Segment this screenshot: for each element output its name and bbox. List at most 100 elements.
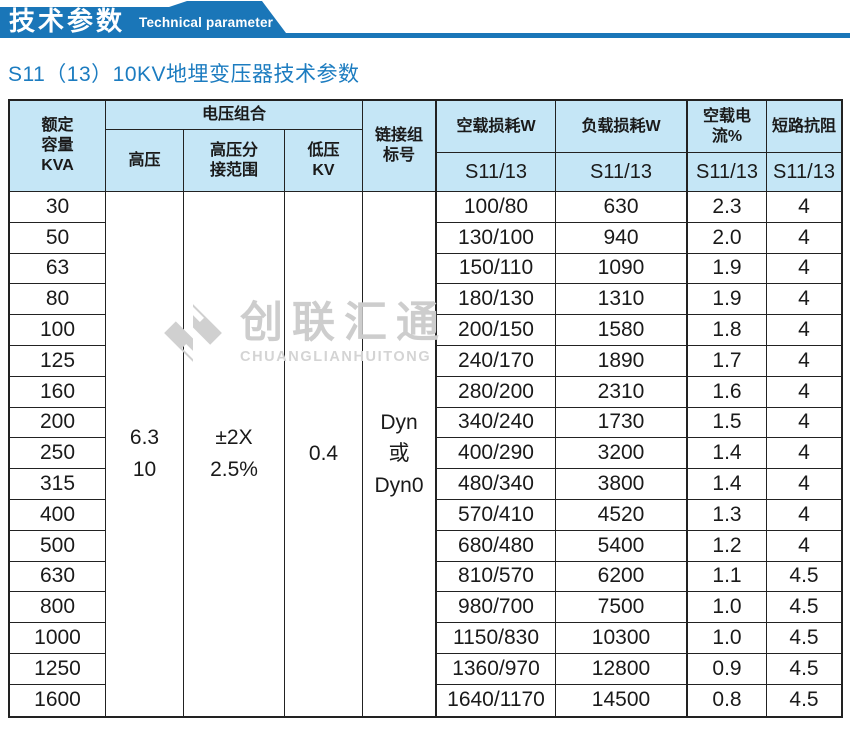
noload-loss-cell: 340/240 — [437, 407, 556, 439]
kva-cell: 200 — [10, 407, 106, 439]
lv-value-cell: 0.4 — [285, 192, 363, 716]
header-rated-capacity: 额定 容量 KVA — [10, 101, 106, 192]
load-loss-cell: 14500 — [556, 684, 688, 716]
header-voltage-combination: 电压组合 — [106, 101, 363, 130]
noload-loss-cell: 1360/970 — [437, 653, 556, 685]
banner-subtitle: Technical parameter — [139, 15, 274, 30]
header-lv: 低压 KV — [285, 130, 363, 192]
load-loss-cell: 6200 — [556, 561, 688, 593]
title-banner: 技术参数 Technical parameter — [0, 1, 850, 38]
noload-current-cell: 1.4 — [688, 438, 767, 470]
kva-cell: 80 — [10, 284, 106, 316]
noload-current-cell: 1.9 — [688, 284, 767, 316]
noload-current-cell: 1.6 — [688, 376, 767, 408]
impedance-cell: 4.5 — [767, 623, 841, 654]
header-load-loss: 负载损耗W — [556, 101, 688, 153]
kva-cell: 500 — [10, 530, 106, 562]
load-loss-cell: 2310 — [556, 376, 688, 408]
impedance-cell: 4.5 — [789, 688, 819, 712]
model-cell: S11/13 — [437, 153, 556, 192]
impedance-cell: 4 — [767, 531, 841, 562]
spec-table: 额定 容量 KVA 电压组合 高压 高压分 接范围 低压 KV 链接组 标号 空… — [8, 99, 843, 718]
kva-cell: 63 — [10, 253, 106, 285]
noload-current-cell: 0.8 — [688, 684, 767, 716]
impedance-cell: 4 — [767, 469, 841, 500]
load-loss-cell: 940 — [556, 222, 688, 254]
impedance-cell: 4 — [767, 315, 841, 346]
noload-current-cell: 1.9 — [688, 253, 767, 285]
load-loss-cell: 3800 — [556, 469, 688, 500]
kva-cell: 250 — [10, 438, 106, 470]
kva-cell: 30 — [10, 192, 106, 223]
kva-cell: 315 — [10, 469, 106, 500]
model-cell: S11/13 — [556, 153, 688, 192]
noload-current-cell: 2.3 — [688, 192, 767, 223]
kva-cell: 800 — [10, 592, 106, 624]
impedance-cell: 4.5 — [767, 562, 841, 593]
impedance-cell: 4 — [767, 284, 841, 316]
banner-title: 技术参数 — [9, 6, 126, 36]
noload-current-cell: 0.9 — [688, 653, 767, 685]
kva-cell: 1600 — [10, 684, 106, 716]
noload-loss-cell: 400/290 — [437, 438, 556, 470]
impedance-cell: 4.5 — [767, 654, 841, 685]
kva-cell: 160 — [10, 376, 106, 408]
load-loss-cell: 5400 — [556, 530, 688, 562]
impedance-cell: 4 — [767, 223, 841, 254]
impedance-cell: 4.5 — [767, 592, 841, 624]
page-heading: S11（13）10KV地埋变压器技术参数 — [8, 63, 360, 86]
noload-loss-cell: 130/100 — [437, 222, 556, 254]
noload-loss-cell: 280/200 — [437, 376, 556, 408]
noload-loss-cell: 1150/830 — [437, 623, 556, 654]
noload-current-cell: 1.8 — [688, 315, 767, 346]
impedance-cell: 4 — [767, 438, 841, 470]
noload-loss-cell: 980/700 — [437, 592, 556, 624]
hv-value-cell: 6.3 10 — [106, 192, 184, 716]
noload-current-cell: 1.7 — [688, 345, 767, 377]
noload-loss-cell: 570/410 — [437, 499, 556, 531]
impedance-cell: 4 — [767, 377, 841, 408]
noload-loss-cell: 180/130 — [437, 284, 556, 316]
noload-current-cell: 1.3 — [688, 499, 767, 531]
kva-cell: 50 — [10, 222, 106, 254]
noload-current-cell: 1.5 — [688, 407, 767, 439]
noload-loss-cell: 200/150 — [437, 315, 556, 346]
noload-current-cell: 1.1 — [688, 561, 767, 593]
load-loss-cell: 1730 — [556, 407, 688, 439]
load-loss-cell: 7500 — [556, 592, 688, 624]
kva-cell: 1000 — [10, 623, 106, 654]
noload-loss-cell: 240/170 — [437, 345, 556, 377]
kva-cell: 400 — [10, 499, 106, 531]
noload-loss-cell: 480/340 — [437, 469, 556, 500]
load-loss-cell: 1580 — [556, 315, 688, 346]
load-loss-cell: 12800 — [556, 653, 688, 685]
noload-loss-cell: 150/110 — [437, 253, 556, 285]
model-cell: S11/13 — [688, 153, 767, 192]
link-group-value-cell: Dyn 或 Dyn0 — [363, 192, 437, 716]
load-loss-cell: 10300 — [556, 623, 688, 654]
load-loss-cell: 1890 — [556, 345, 688, 377]
impedance-cell: 4 — [767, 500, 841, 531]
impedance-cell: 4 — [767, 346, 841, 377]
impedance-cell: 4 — [767, 408, 841, 439]
load-loss-cell: 1090 — [556, 253, 688, 285]
hv-tap-range-value-cell: ±2X 2.5% — [184, 192, 285, 716]
load-loss-cell: 1310 — [556, 284, 688, 316]
header-hv: 高压 — [106, 130, 184, 192]
header-noload-current: 空载电流% — [688, 101, 767, 153]
kva-cell: 630 — [10, 561, 106, 593]
noload-current-cell: 2.0 — [688, 222, 767, 254]
header-impedance: 短路抗阻 — [767, 101, 841, 153]
header-hv-tap-range: 高压分 接范围 — [184, 130, 285, 192]
noload-current-cell: 1.0 — [688, 592, 767, 624]
noload-loss-cell: 100/80 — [437, 192, 556, 223]
kva-cell: 1250 — [10, 653, 106, 685]
noload-loss-cell: 810/570 — [437, 561, 556, 593]
kva-cell: 125 — [10, 345, 106, 377]
load-loss-cell: 3200 — [556, 438, 688, 470]
noload-loss-cell: 680/480 — [437, 530, 556, 562]
noload-loss-cell: 1640/1170 — [437, 684, 556, 716]
load-loss-cell: 4520 — [556, 499, 688, 531]
load-loss-cell: 630 — [556, 192, 688, 223]
